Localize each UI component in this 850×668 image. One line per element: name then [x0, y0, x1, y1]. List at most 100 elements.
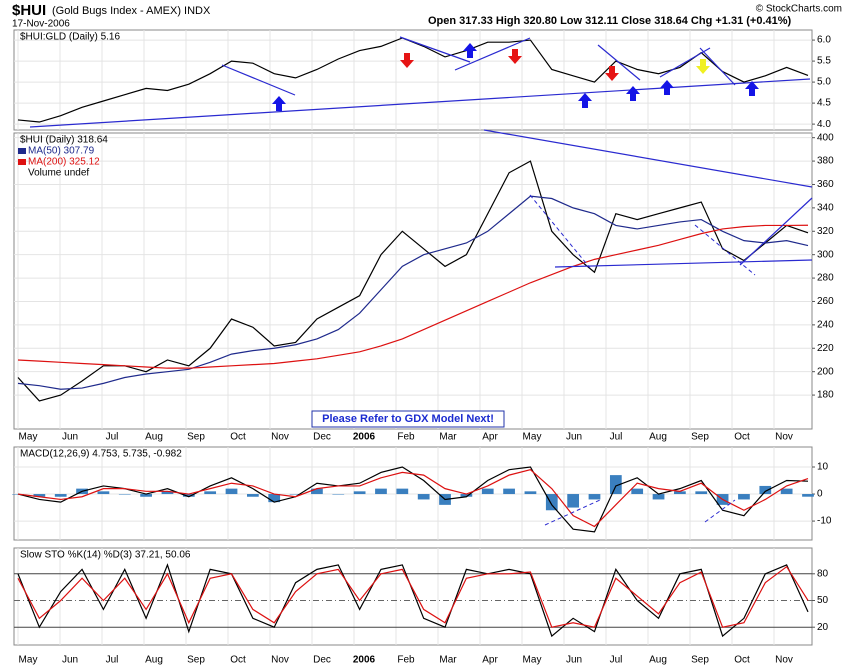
arrow-up	[578, 93, 592, 108]
histogram-bar	[588, 494, 601, 500]
trendline	[483, 129, 813, 188]
x-tick-label: Nov	[775, 432, 793, 443]
y-tick-label: 260	[817, 296, 834, 307]
arrow-down	[696, 59, 710, 74]
x-tick-label: 2006	[353, 655, 376, 666]
series-line	[17, 224, 809, 369]
series-line	[17, 469, 809, 528]
histogram-bar	[609, 475, 622, 495]
x-tick-label: Sep	[187, 655, 205, 666]
histogram-bar	[759, 485, 772, 495]
x-tick-label: Nov	[271, 432, 289, 443]
x-tick-label: Aug	[145, 655, 163, 666]
x-tick-label: Mar	[439, 432, 457, 443]
y-tick-label: 400	[817, 132, 834, 143]
arrow-down	[508, 49, 522, 64]
legend-label: MA(200) 325.12	[28, 157, 100, 168]
panel-frame	[13, 446, 813, 541]
y-tick-label: 10	[817, 462, 829, 473]
series-line	[17, 565, 809, 628]
histogram-bar	[140, 494, 152, 497]
annotation-box	[311, 410, 505, 428]
histogram-bar	[268, 494, 281, 503]
histogram-bar	[802, 494, 814, 497]
y-tick-label: 5.0	[817, 77, 831, 88]
x-tick-label: Oct	[230, 432, 246, 443]
series-line	[17, 563, 809, 638]
y-tick-label: 200	[817, 366, 834, 377]
arrow-up	[626, 86, 640, 101]
x-tick-label: Jul	[106, 655, 119, 666]
histogram-bar	[674, 491, 686, 495]
x-tick-label: Jul	[610, 432, 623, 443]
trendline	[454, 37, 531, 71]
y-tick-label: 300	[817, 249, 834, 260]
panel-title: MACD(12,26,9) 4.753, 5.735, -0.982	[20, 449, 182, 460]
legend-swatch	[18, 148, 26, 154]
credit: © StockCharts.com	[756, 4, 842, 15]
panel-frame	[13, 547, 813, 646]
x-tick-label: Sep	[691, 655, 709, 666]
trendline	[221, 64, 296, 96]
y-tick-label: 50	[817, 595, 829, 606]
trendline	[659, 47, 711, 78]
index-name: (Gold Bugs Index - AMEX) INDX	[52, 5, 211, 17]
histogram-bar	[738, 494, 750, 500]
y-tick-label: 240	[817, 320, 834, 331]
arrow-up	[463, 43, 477, 58]
panel-title: Slow STO %K(14) %D(3) 37.21, 50.06	[20, 550, 191, 561]
x-tick-label: Jun	[566, 432, 582, 443]
histogram-bar	[567, 494, 580, 508]
histogram-bar	[311, 488, 323, 495]
series-line	[17, 195, 809, 390]
histogram-bar	[161, 491, 174, 495]
y-tick-label: 180	[817, 390, 834, 401]
x-tick-label: May	[19, 655, 38, 666]
panel-frame	[13, 132, 813, 430]
x-tick-label: Dec	[313, 655, 331, 666]
y-tick-label: 5.5	[817, 56, 831, 67]
x-tick-label: Oct	[734, 432, 750, 443]
arrow-up	[745, 81, 759, 96]
histogram-bar	[225, 488, 238, 495]
trendline	[399, 36, 471, 63]
x-tick-label: Jul	[610, 655, 623, 666]
x-tick-label: Aug	[649, 432, 667, 443]
y-tick-label: 380	[817, 156, 834, 167]
symbol: $HUI	[12, 2, 46, 19]
series-line	[17, 160, 809, 402]
histogram-bar	[695, 491, 708, 495]
histogram-bar	[524, 491, 537, 495]
annotation: Please Refer to GDX Model Next!	[322, 413, 494, 425]
x-tick-label: Jun	[62, 432, 78, 443]
histogram-bar	[417, 494, 430, 500]
date: 17-Nov-2006	[12, 19, 70, 30]
trendline	[739, 197, 813, 266]
histogram-bar	[332, 494, 345, 495]
y-tick-label: -10	[817, 516, 832, 527]
histogram-bar	[631, 488, 644, 495]
y-tick-label: 80	[817, 568, 829, 579]
arrow-up	[272, 96, 286, 111]
x-tick-label: Apr	[482, 432, 498, 443]
x-tick-label: Feb	[397, 655, 415, 666]
arrow-down	[605, 66, 619, 81]
x-tick-label: Sep	[187, 432, 205, 443]
arrow-down	[400, 53, 414, 68]
trendline	[29, 78, 811, 128]
y-tick-label: 4.5	[817, 98, 831, 109]
x-tick-label: Jul	[106, 432, 119, 443]
histogram-bar	[182, 494, 195, 497]
y-tick-label: 6.0	[817, 35, 831, 46]
histogram-bar	[118, 494, 131, 495]
x-tick-label: Dec	[313, 432, 331, 443]
histogram-bar	[780, 488, 793, 495]
histogram-bar	[289, 494, 302, 495]
y-tick-label: 220	[817, 343, 834, 354]
trendline-dashed	[529, 194, 591, 269]
x-tick-label: Aug	[649, 655, 667, 666]
x-tick-label: May	[523, 432, 542, 443]
histogram-bar	[503, 488, 515, 495]
x-tick-label: Aug	[145, 432, 163, 443]
trendline	[554, 259, 813, 268]
